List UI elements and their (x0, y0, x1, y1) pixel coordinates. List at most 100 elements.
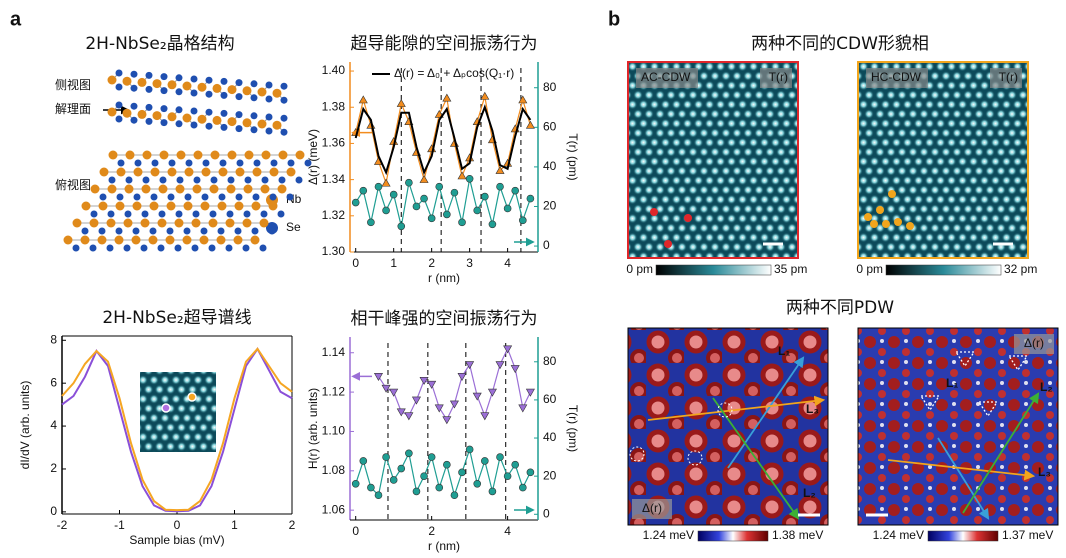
data-point (458, 468, 466, 477)
nb-atom (152, 79, 162, 89)
se-atom (226, 210, 234, 218)
se-atom (158, 210, 166, 218)
nb-atom (184, 167, 194, 177)
se-atom (160, 119, 168, 127)
data-point (427, 380, 437, 389)
data-point (465, 445, 474, 454)
nb-atom (115, 201, 125, 211)
data-point (435, 182, 444, 191)
nb-atom (268, 201, 278, 211)
y-tick-label: 1.32 (322, 208, 346, 222)
data-point (435, 483, 444, 492)
nb-atom (286, 167, 296, 177)
se-atom (175, 210, 183, 218)
data-point (473, 479, 482, 488)
data-point (481, 457, 489, 465)
nb-atom (251, 201, 261, 211)
se-atom (160, 73, 168, 81)
x-tick-label: 2 (428, 524, 435, 538)
se-atom (117, 159, 125, 167)
nb-atom (269, 167, 279, 177)
nb-atom (89, 218, 99, 228)
data-point (382, 453, 390, 461)
direction-arrow (647, 395, 826, 421)
nb-atom (242, 118, 252, 128)
se-atom (145, 103, 153, 111)
nb-atom (150, 167, 160, 177)
se-atom (278, 176, 286, 184)
colorbar-min: 1.24 meV (643, 528, 694, 542)
data-point (465, 174, 474, 183)
colorbar (927, 530, 999, 542)
nb-atom (122, 108, 132, 118)
nb-atom (260, 184, 270, 194)
x-tick-label: 2 (289, 518, 296, 532)
data-point (427, 453, 436, 461)
se-atom (269, 193, 277, 201)
legend-label: Δ(r) = Δ₀ + Δₚcos(Q₁·r) (394, 66, 514, 80)
data-point (389, 190, 398, 199)
data-point (359, 186, 368, 195)
data-point (519, 216, 527, 225)
data-point (449, 400, 459, 409)
se-atom (160, 87, 168, 95)
nb-atom (191, 218, 201, 228)
nb-atom (212, 115, 222, 125)
colorbar-min: 1.24 meV (873, 528, 924, 542)
data-point (367, 218, 375, 227)
data-point (526, 468, 535, 477)
direction-arrow (937, 437, 990, 520)
se-atom (72, 244, 80, 252)
se-atom (234, 227, 242, 235)
nb-atom (242, 86, 252, 96)
nb-atom (148, 235, 158, 245)
nb-atom (227, 85, 237, 95)
chart-title: 2H-NbSe₂超导谱线 (102, 308, 251, 328)
inset-marker (161, 403, 171, 413)
data-point (488, 487, 497, 496)
data-point (480, 412, 490, 421)
se-label: Se (286, 220, 301, 234)
x-tick-label: 1 (231, 518, 238, 532)
se-atom (201, 193, 209, 201)
y-tick-label: 1.08 (322, 463, 346, 477)
se-atom (145, 71, 153, 79)
se-atom (150, 193, 158, 201)
channel-label: T(r) (999, 70, 1018, 84)
colorbar (885, 264, 1002, 276)
se-atom (252, 193, 260, 201)
data-point (405, 178, 413, 187)
x-tick-label: 1 (390, 256, 397, 270)
x-tick-label: -2 (57, 518, 68, 532)
panel-label: b (608, 8, 620, 30)
data-point (457, 373, 467, 381)
se-atom (175, 88, 183, 96)
x-tick-label: 3 (466, 256, 473, 270)
x-tick-label: 2 (428, 256, 435, 270)
se-atom (115, 227, 123, 235)
nb-atom (149, 201, 159, 211)
nb-atom (141, 184, 151, 194)
series-line (61, 347, 293, 512)
panel-label: a (10, 8, 22, 30)
y-axis-label: dI/dV (arb. units) (18, 381, 32, 470)
x-tick-label: 4 (504, 256, 511, 270)
side-view-label: 侧视图 (55, 77, 91, 92)
site-marker (882, 220, 890, 228)
pdw-title: 两种不同PDW (786, 298, 894, 318)
highlight-triangle (954, 351, 976, 368)
se-atom (98, 227, 106, 235)
nb-atom (227, 150, 237, 160)
nb-atom (165, 235, 175, 245)
se-atom (151, 159, 159, 167)
y-tick-label: 1.34 (322, 172, 346, 186)
se-atom (115, 83, 123, 91)
se-atom (142, 176, 150, 184)
se-atom (280, 96, 288, 104)
data-point (510, 365, 520, 374)
se-atom (253, 159, 261, 167)
direction-arrow (887, 459, 1036, 481)
se-atom (287, 159, 295, 167)
cleave-label: 解理面 (55, 102, 91, 116)
se-atom (251, 227, 259, 235)
